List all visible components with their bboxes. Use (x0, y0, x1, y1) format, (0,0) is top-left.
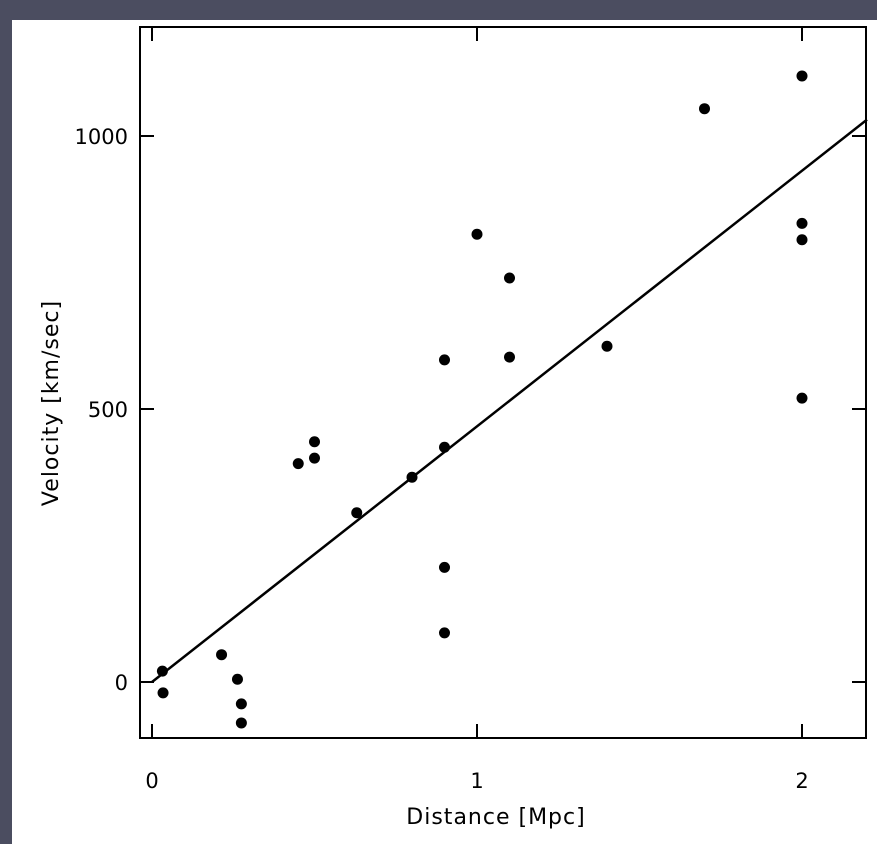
hubble-scatter-chart: 0 500 1000 0 1 2 Distance [Mpc] Velocity [km… (39, 26, 868, 830)
plot-area (139, 26, 867, 739)
y-axis-label: Velocity [km/sec] (39, 300, 64, 506)
fit-line-group (151, 118, 868, 683)
x-axis-label: Distance [Mpc] (406, 805, 585, 830)
data-point (231, 673, 243, 685)
data-point (157, 687, 169, 699)
data-point (439, 354, 450, 366)
data-point (235, 698, 247, 710)
data-point (235, 717, 247, 729)
data-point (439, 561, 450, 573)
y-tick-label: 0 (115, 671, 128, 695)
x-tick-label: 2 (795, 769, 808, 793)
data-point (309, 452, 320, 464)
x-axis-ticks: 0 1 2 (145, 27, 809, 793)
data-point (796, 234, 808, 246)
data-point (471, 228, 483, 240)
data-point (439, 627, 450, 639)
data-point (504, 272, 515, 284)
x-tick-label: 1 (470, 769, 483, 793)
data-point (292, 458, 304, 470)
y-axis-ticks: 0 500 1000 (75, 125, 866, 695)
data-point (351, 507, 363, 519)
data-points (156, 70, 808, 729)
y-tick-label: 1000 (75, 125, 128, 149)
data-point (504, 351, 515, 363)
data-point (601, 340, 613, 352)
fit-line (151, 118, 868, 683)
data-point (796, 217, 808, 229)
data-point (406, 471, 418, 483)
data-point (216, 649, 228, 661)
y-tick-label: 500 (88, 398, 128, 422)
x-tick-label: 0 (145, 769, 158, 793)
chart-frame: 0 500 1000 0 1 2 Distance [Mpc] Velocity [km… (12, 20, 877, 844)
data-point (699, 103, 710, 115)
data-point (439, 441, 450, 453)
data-point (796, 392, 808, 404)
data-point (796, 70, 808, 82)
data-point (156, 665, 168, 677)
data-point (309, 436, 320, 448)
